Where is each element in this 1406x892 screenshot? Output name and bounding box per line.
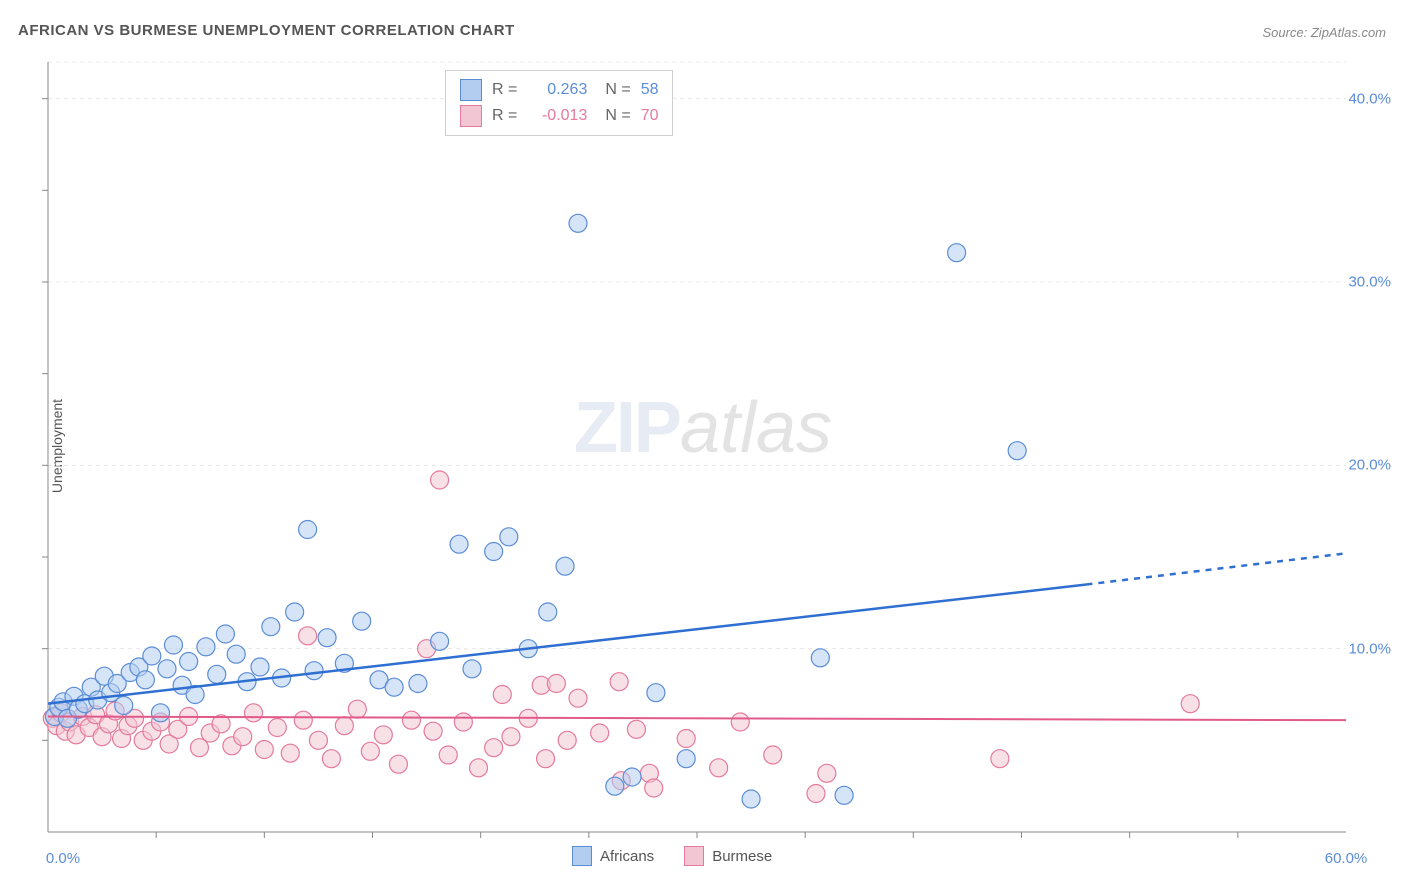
legend-n-label: N = [605,81,630,99]
legend-swatch-africans-bottom [572,846,592,866]
chart-container: AFRICAN VS BURMESE UNEMPLOYMENT CORRELAT… [0,0,1406,892]
y-tick-label: 30.0% [1348,274,1391,291]
legend-r-value-burmese: -0.013 [527,107,587,125]
legend-swatch-burmese-bottom [684,846,704,866]
legend-r-label: R = [492,81,517,99]
legend-row-burmese: R = -0.013 N = 70 [460,103,658,129]
legend-swatch-africans [460,79,482,101]
y-tick-label: 40.0% [1348,90,1391,107]
legend-n-label: N = [605,107,630,125]
legend-label-burmese: Burmese [712,848,772,865]
correlation-legend-box: R = 0.263 N = 58 R = -0.013 N = 70 [445,70,673,136]
y-tick-label: 10.0% [1348,640,1391,657]
legend-item-burmese: Burmese [684,846,772,866]
legend-item-africans: Africans [572,846,654,866]
legend-n-value-africans: 58 [641,81,659,99]
legend-r-label: R = [492,107,517,125]
series-legend: Africans Burmese [572,846,772,866]
legend-row-africans: R = 0.263 N = 58 [460,77,658,103]
scatter-chart-svg [0,0,1406,892]
x-tick-label: 0.0% [46,850,80,867]
legend-r-value-africans: 0.263 [527,81,587,99]
legend-label-africans: Africans [600,848,654,865]
legend-n-value-burmese: 70 [641,107,659,125]
legend-swatch-burmese [460,105,482,127]
x-tick-label: 60.0% [1325,850,1368,867]
y-tick-label: 20.0% [1348,457,1391,474]
